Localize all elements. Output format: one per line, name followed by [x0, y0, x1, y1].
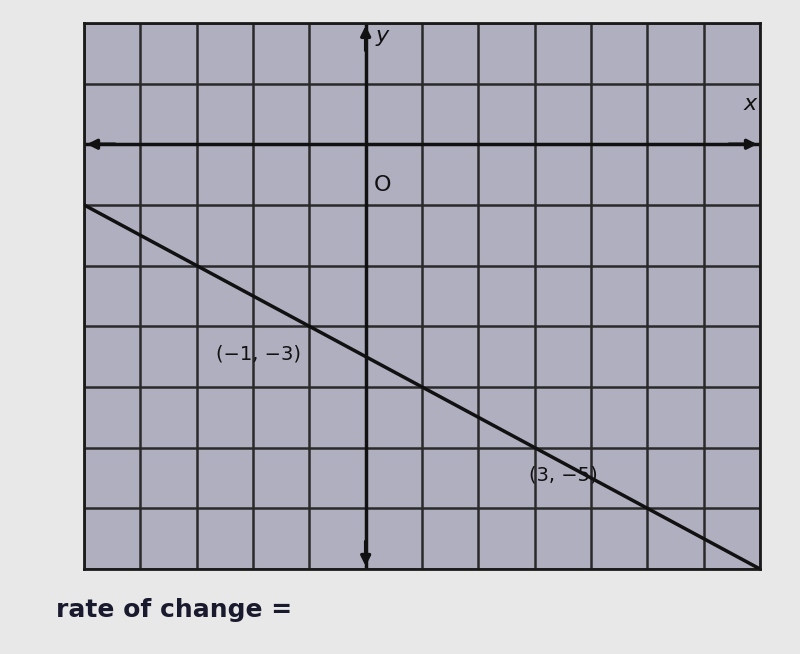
Text: y: y: [376, 26, 389, 46]
Text: (−1, −3): (−1, −3): [216, 345, 301, 364]
Text: rate of change =: rate of change =: [56, 598, 292, 621]
Text: x: x: [744, 94, 757, 114]
Text: O: O: [374, 175, 392, 195]
Text: (3, −5): (3, −5): [529, 466, 598, 485]
